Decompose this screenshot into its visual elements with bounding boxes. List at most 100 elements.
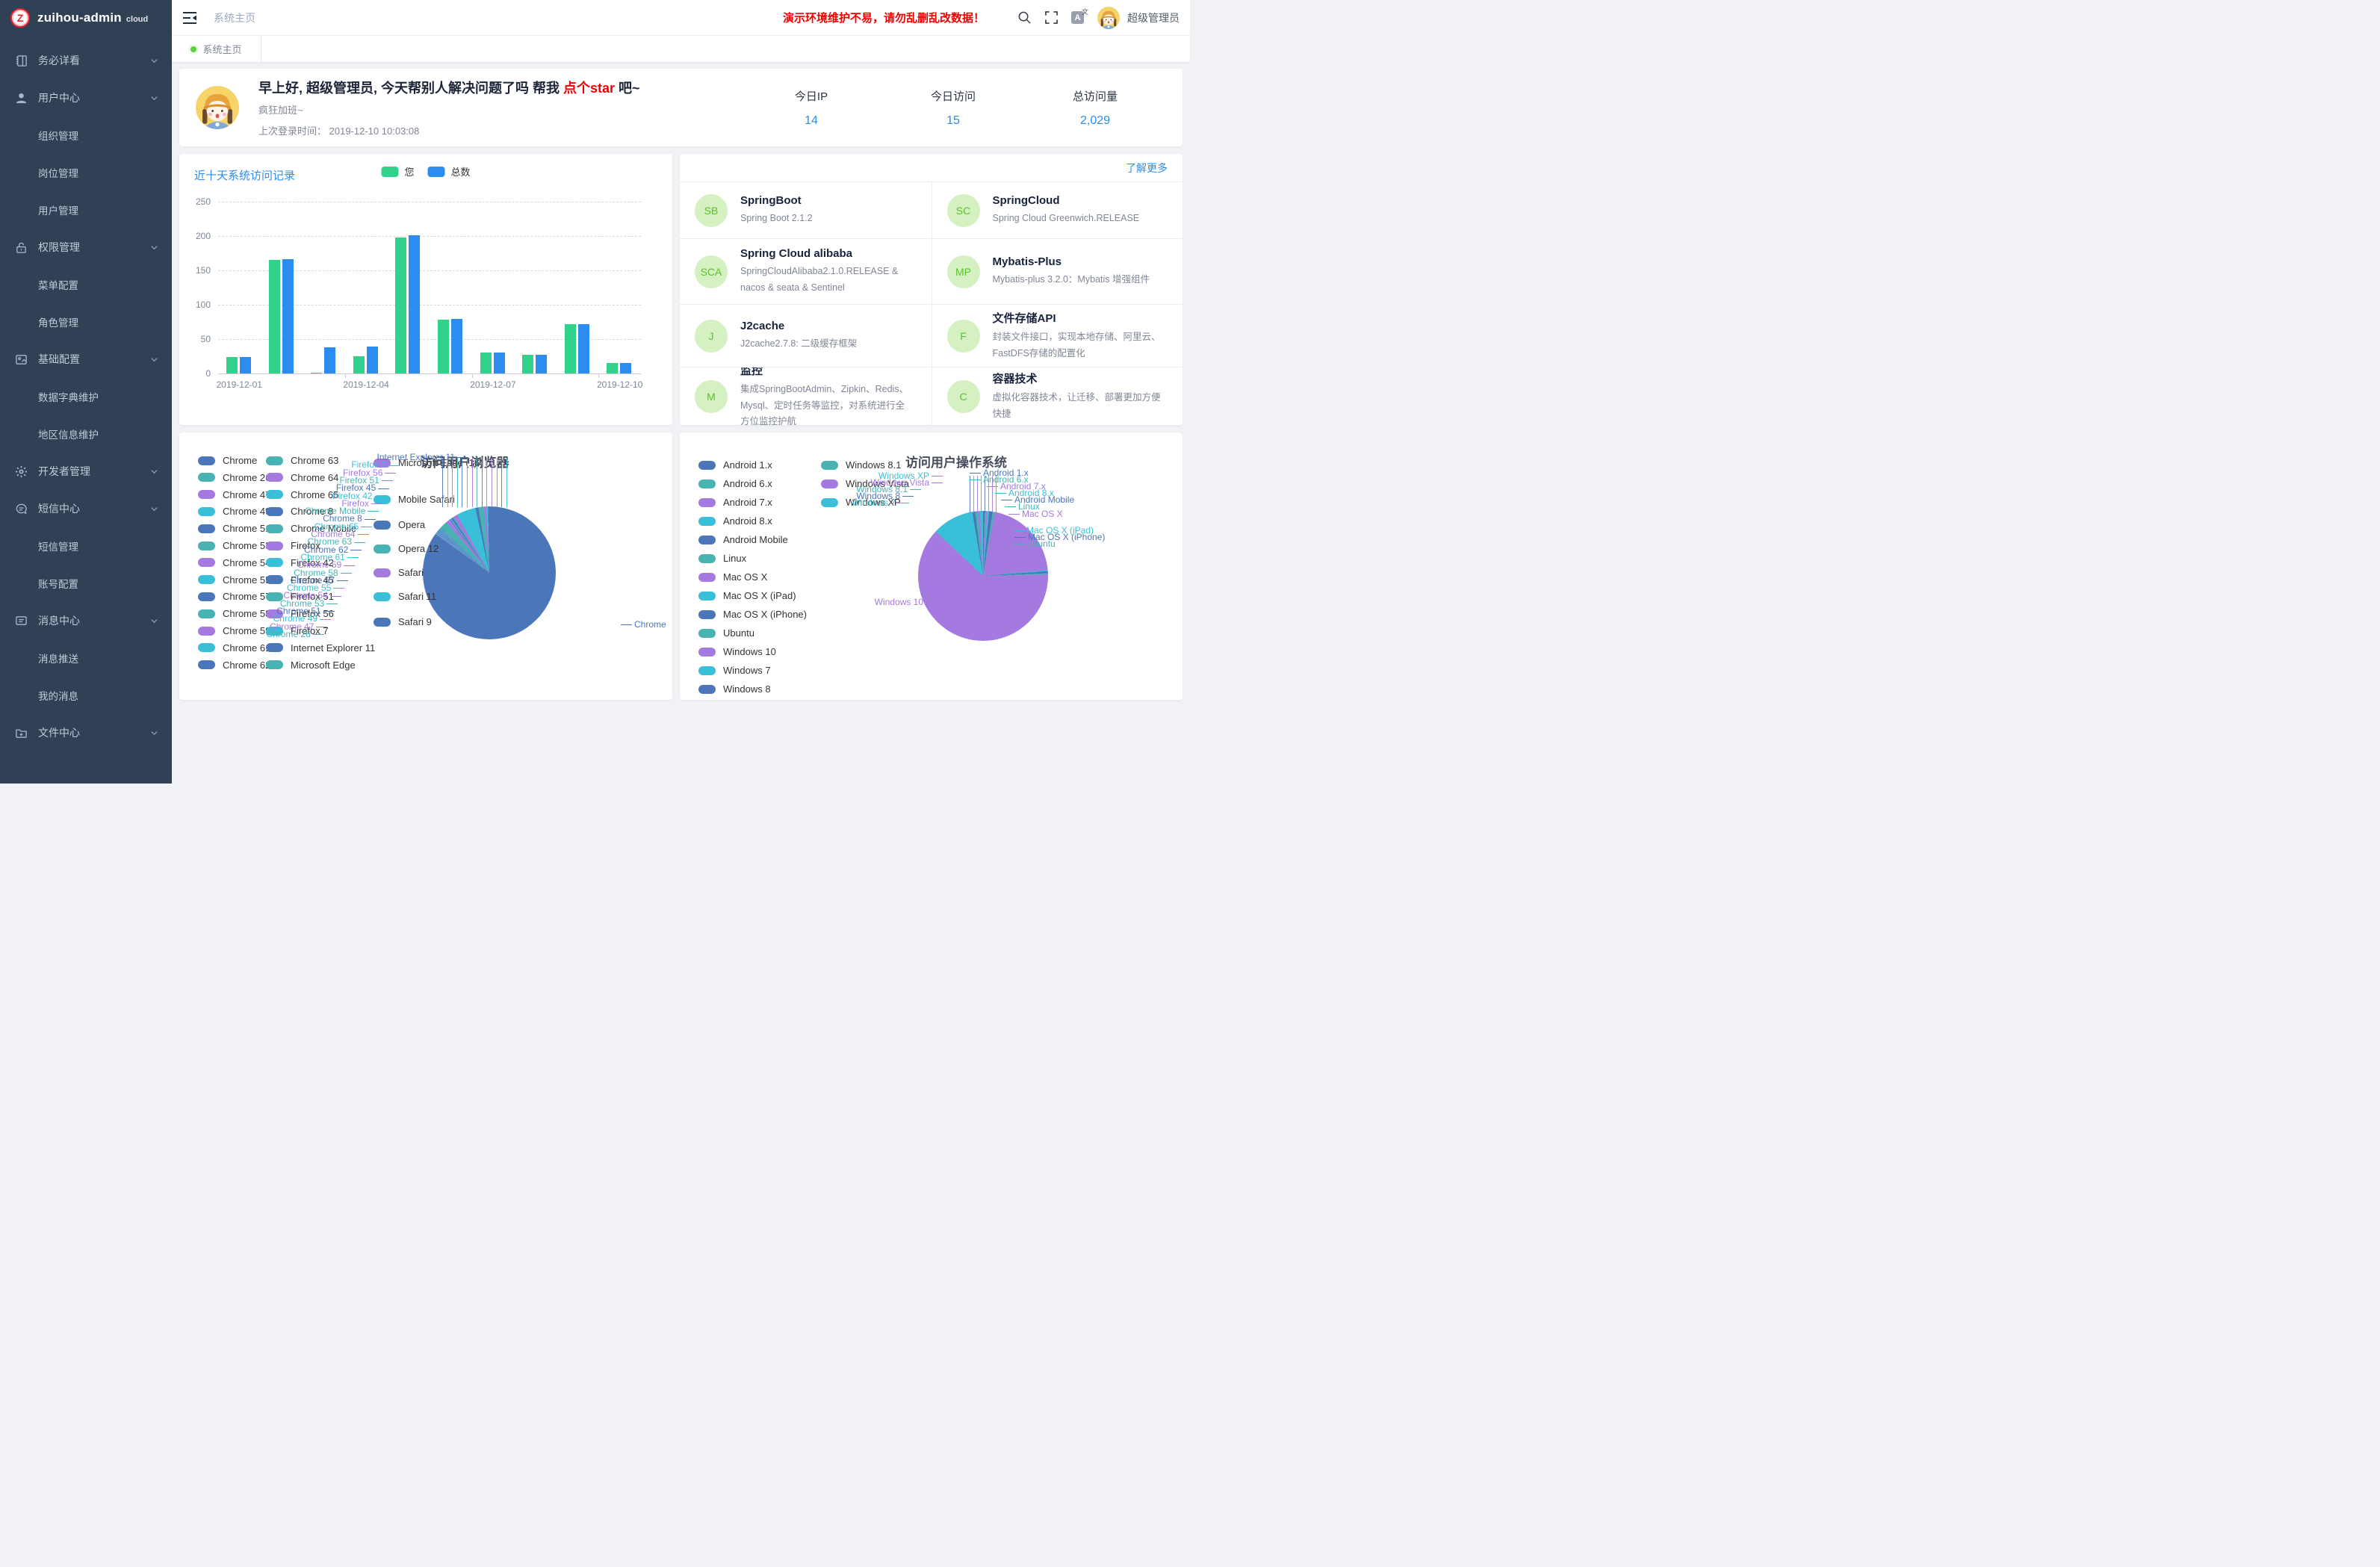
pie-legend-item-Firefox 42[interactable]: Firefox 42 [266, 557, 334, 568]
pie-legend-item-Firefox 45[interactable]: Firefox 45 [266, 574, 334, 586]
sidebar-subitem[interactable]: 短信管理 [0, 527, 172, 565]
pie-legend-item-Chrome 62[interactable]: Chrome 62 [198, 660, 270, 671]
pie-legend-item-Chrome 65[interactable]: Chrome 65 [266, 489, 338, 500]
notebook-icon [15, 55, 28, 67]
bar-legend-item-您[interactable]: 您 [381, 164, 414, 179]
sidebar-item-6[interactable]: 短信中心 [0, 490, 172, 527]
pie-legend-item-Chrome 57[interactable]: Chrome 57 [198, 591, 270, 602]
pie-legend-item-Mac OS X (iPhone)[interactable]: Mac OS X (iPhone) [698, 609, 807, 620]
pie-legend-item-Opera[interactable]: Opera [374, 519, 425, 530]
pie-callout-Chrome: Chrome [619, 619, 666, 630]
pie-legend-item-Mac OS X (iPad)[interactable]: Mac OS X (iPad) [698, 590, 796, 601]
sidebar-subitem[interactable]: 岗位管理 [0, 154, 172, 191]
pie-legend-item-Windows 7[interactable]: Windows 7 [698, 665, 771, 676]
pie-legend-item-Windows Vista[interactable]: Windows Vista [821, 478, 909, 489]
pie-legend-item-Chrome 59[interactable]: Chrome 59 [198, 625, 270, 636]
pie-legend-item-Android Mobile[interactable]: Android Mobile [698, 534, 788, 545]
pie-legend-item-Windows 8.1[interactable]: Windows 8.1 [821, 459, 901, 471]
pie-legend-item-Windows XP[interactable]: Windows XP [821, 497, 901, 508]
sidebar-item-label: 文件中心 [38, 725, 80, 740]
pie-legend-item-Android 8.x[interactable]: Android 8.x [698, 515, 772, 527]
tab-home[interactable]: 系统主页 [172, 36, 261, 62]
sidebar-subitem[interactable]: 我的消息 [0, 677, 172, 714]
sidebar-item-7[interactable]: 消息中心 [0, 602, 172, 639]
pie-legend-item-Chrome 8[interactable]: Chrome 8 [266, 506, 333, 517]
learn-more-link[interactable]: 了解更多 [680, 154, 1183, 182]
pie-legend-item-Chrome 55[interactable]: Chrome 55 [198, 574, 270, 586]
pie-legend-item-Linux[interactable]: Linux [698, 553, 746, 564]
pie-legend-item-Firefox 56[interactable]: Firefox 56 [266, 608, 334, 619]
legend-swatch [698, 498, 716, 507]
star-link[interactable]: 点个star [563, 81, 615, 96]
pie-legend-item-Windows 10[interactable]: Windows 10 [698, 646, 776, 657]
pie-legend-item-Ubuntu[interactable]: Ubuntu [698, 627, 754, 639]
pie-legend-item-Android 6.x[interactable]: Android 6.x [698, 478, 772, 489]
pie-legend-item-Chrome 63[interactable]: Chrome 63 [266, 455, 338, 466]
pie-legend-item-Firefox 7[interactable]: Firefox 7 [266, 625, 329, 636]
sidebar-item-8[interactable]: 文件中心 [0, 714, 172, 751]
sidebar-item-2[interactable]: 用户中心 [0, 79, 172, 117]
legend-swatch [698, 629, 716, 638]
sidebar-item-4[interactable]: 基础配置 [0, 341, 172, 378]
pie-legend-item-Chrome[interactable]: Chrome [198, 455, 257, 466]
sidebar-item-1[interactable]: 务必详看 [0, 42, 172, 79]
sidebar-item-3[interactable]: 权限管理 [0, 229, 172, 266]
legend-swatch [821, 480, 838, 488]
avatar[interactable] [1097, 7, 1120, 29]
pie-legend-item-Internet Explorer 11[interactable]: Internet Explorer 11 [266, 642, 375, 654]
pie-legend-item-Safari 9[interactable]: Safari 9 [374, 616, 432, 627]
pie-legend-item-Chrome 53[interactable]: Chrome 53 [198, 540, 270, 551]
menu-fold-icon[interactable] [182, 11, 197, 25]
folder-plus-icon [15, 727, 28, 739]
current-user-name[interactable]: 超级管理员 [1127, 10, 1180, 25]
pie-legend-item-Chrome 61[interactable]: Chrome 61 [198, 642, 270, 654]
pie-legend-item-Chrome Mobile[interactable]: Chrome Mobile [266, 523, 356, 534]
pie-legend-item-Firefox[interactable]: Firefox [266, 540, 320, 551]
pie-legend-item-Mac OS X[interactable]: Mac OS X [698, 571, 767, 583]
pie-legend-item-Microsoft Edge[interactable]: Microsoft Edge [266, 660, 356, 671]
sidebar-subitem[interactable]: 角色管理 [0, 303, 172, 341]
sidebar-subitem[interactable]: 菜单配置 [0, 266, 172, 303]
bar-legend-item-总数[interactable]: 总数 [428, 164, 471, 179]
sidebar-item-5[interactable]: 开发者管理 [0, 453, 172, 490]
search-icon[interactable] [1017, 10, 1032, 25]
pie-legend-item-Opera 12[interactable]: Opera 12 [374, 543, 438, 554]
pie-legend-item-Android 7.x[interactable]: Android 7.x [698, 497, 772, 508]
legend-label: Microsoft Edge [291, 660, 356, 671]
tab-active-dot [190, 46, 196, 52]
sidebar-subitem[interactable]: 数据字典维护 [0, 378, 172, 415]
fullscreen-icon[interactable] [1045, 11, 1058, 24]
tech-title: Spring Cloud alibaba [740, 247, 912, 260]
pie-legend-item-Chrome 54[interactable]: Chrome 54 [198, 557, 270, 568]
pie-legend-item-Chrome 58[interactable]: Chrome 58 [198, 608, 270, 619]
pie-legend-item-Chrome 47[interactable]: Chrome 47 [198, 489, 270, 500]
legend-swatch [374, 568, 391, 577]
pie-legend-item-Android 1.x[interactable]: Android 1.x [698, 459, 772, 471]
page-content: 早上好, 超级管理员, 今天帮别人解决问题了吗 帮我 点个star 吧~ 疯狂加… [172, 63, 1190, 706]
pie-legend-item-Mobile Safari[interactable]: Mobile Safari [374, 494, 455, 505]
pie-legend-item-Chrome 51[interactable]: Chrome 51 [198, 523, 270, 534]
bar-总数-2019-12-05 [409, 235, 420, 373]
pie-legend-item-Chrome 26[interactable]: Chrome 26 [198, 472, 270, 483]
bar-chart-legend: 您总数 [374, 164, 477, 179]
pie-callout-Android 7.x: Android 7.x [985, 481, 1046, 491]
breadcrumb[interactable]: 系统主页 [214, 10, 255, 25]
legend-swatch [374, 618, 391, 627]
logo-badge: cloud [126, 15, 148, 24]
sidebar-subitem[interactable]: 用户管理 [0, 191, 172, 229]
legend-label: Safari 11 [398, 591, 436, 602]
pie-callout-Firefox 51: Firefox 51 [339, 475, 394, 485]
pie-legend-item-Safari[interactable]: Safari [374, 567, 424, 578]
sidebar-subitem[interactable]: 组织管理 [0, 117, 172, 154]
language-icon[interactable]: A 文 [1071, 11, 1084, 24]
pie-legend-item-Firefox 51[interactable]: Firefox 51 [266, 591, 334, 602]
tech-cell-body: SpringBootSpring Boot 2.1.2 [740, 194, 813, 227]
chevron-down-icon [150, 94, 158, 102]
pie-legend-item-Chrome 64[interactable]: Chrome 64 [266, 472, 338, 483]
sidebar-subitem[interactable]: 账号配置 [0, 565, 172, 602]
sidebar-subitem[interactable]: 地区信息维护 [0, 415, 172, 453]
pie-legend-item-Chrome 49[interactable]: Chrome 49 [198, 506, 270, 517]
sidebar-subitem[interactable]: 消息推送 [0, 639, 172, 677]
pie-legend-item-Safari 11[interactable]: Safari 11 [374, 591, 436, 602]
pie-legend-item-Windows 8[interactable]: Windows 8 [698, 683, 771, 695]
